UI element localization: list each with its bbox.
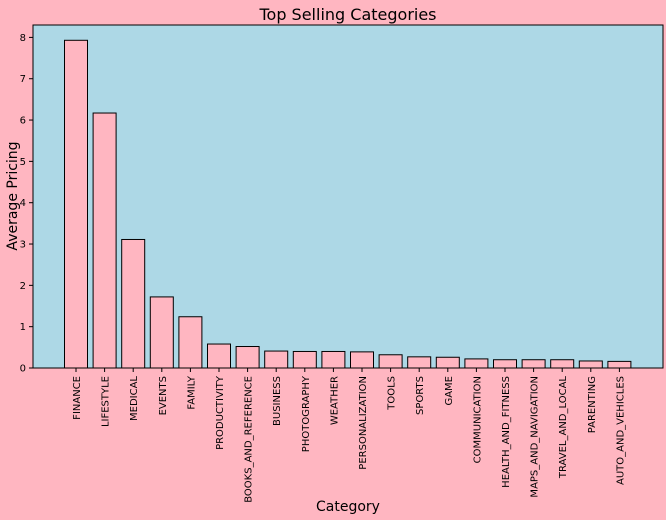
bar-tools [378,354,403,369]
x-axis-label: Category [316,499,380,515]
x-tick-label: BUSINESS [272,376,283,426]
bars-group [64,39,632,369]
y-tick-label: 6 [20,116,26,127]
x-tick-label: LIFESTYLE [101,376,112,427]
x-tick-label: MEDICAL [129,376,140,421]
x-tick-label: PERSONALIZATION [358,376,369,470]
x-axis: FINANCE LIFESTYLE MEDICAL EVENTS FAMILY PRODU… [72,368,626,503]
x-tick-label: GAME [444,376,455,406]
x-tick-label: AUTO_AND_VEHICLES [615,376,626,485]
x-tick-label: FAMILY [186,375,197,409]
y-axis-label: Average Pricing [5,141,21,250]
bar-family [178,316,203,369]
bar-communication [464,358,489,369]
x-tick-label: SPORTS [415,376,426,415]
y-tick-label: 8 [20,33,26,44]
x-tick-label: TRAVEL_AND_LOCAL [558,376,569,480]
x-tick-label: HEALTH_AND_FITNESS [501,376,512,488]
bar-business [264,350,289,369]
bar-events [149,296,174,369]
x-tick-label: MAPS_AND_NAVIGATION [530,376,541,498]
bar-maps_and_navigation [521,359,546,369]
bar-sports [407,356,432,369]
y-tick-label: 5 [20,157,26,168]
x-tick-label: TOOLS [387,376,398,411]
bar-photography [292,350,317,369]
x-tick-label: PARENTING [587,376,598,433]
bar-personalization [350,351,374,369]
y-tick-label: 3 [20,240,26,251]
bar-auto_and_vehicles [607,360,632,369]
chart-title: Top Selling Categories [258,5,436,24]
bar-game [435,356,460,369]
bar-health_and_fitness [493,359,517,369]
y-tick-label: 1 [20,322,26,333]
bar-lifestyle [92,112,117,369]
bar-finance [64,39,88,369]
y-tick-label: 4 [20,198,26,209]
bar-books_and_reference [235,346,260,369]
bar-travel_and_local [550,359,575,369]
bar-medical [121,238,146,369]
x-tick-label: FINANCE [72,376,83,420]
bar-parenting [578,360,603,369]
x-tick-label: EVENTS [158,376,169,415]
bar-weather [321,350,346,369]
bar-productivity [207,343,231,369]
x-tick-label: PHOTOGRAPHY [301,375,312,452]
y-tick-label: 2 [20,281,26,292]
x-tick-label: BOOKS_AND_REFERENCE [244,376,255,503]
y-axis: 0 1 2 3 4 5 6 7 8 [20,33,33,375]
y-tick-label: 0 [20,364,26,375]
x-tick-label: PRODUCTIVITY [215,375,226,450]
x-tick-label: WEATHER [329,376,340,425]
x-tick-label: COMMUNICATION [472,376,483,463]
y-tick-label: 7 [20,74,26,85]
